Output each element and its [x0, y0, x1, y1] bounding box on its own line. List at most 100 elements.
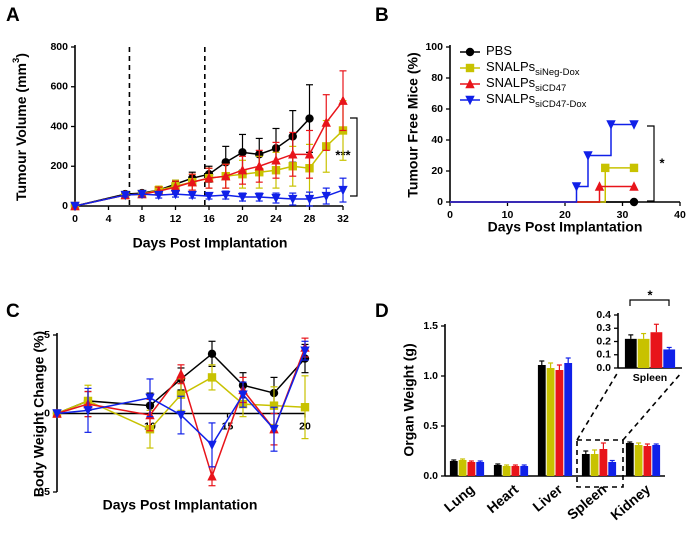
error-bar — [666, 346, 672, 350]
marker — [338, 95, 348, 105]
marker — [304, 194, 315, 205]
x-tick-label: 12 — [170, 213, 182, 225]
x-axis-label: Days Post Implantation — [488, 219, 643, 235]
error-bar — [477, 460, 483, 462]
x-tick-label: 20 — [237, 213, 249, 225]
marker — [629, 181, 639, 191]
marker — [321, 117, 331, 127]
error-bar — [539, 360, 545, 365]
bar — [663, 349, 676, 368]
marker — [300, 403, 310, 412]
marker — [254, 161, 264, 171]
y-axis-label: Organ Weight (g) — [401, 343, 417, 456]
error-bar — [451, 459, 457, 461]
marker — [70, 201, 80, 212]
y-tick-label: 20 — [431, 165, 443, 177]
bar — [511, 466, 520, 476]
error-bar — [653, 323, 659, 333]
marker — [465, 95, 475, 106]
error-bar — [512, 464, 518, 466]
bar — [608, 462, 617, 476]
x-tick-label: 24 — [270, 213, 282, 225]
significance: * — [647, 287, 653, 302]
legend-subscript: siCD47-Dox — [535, 99, 586, 110]
legend-subscript: siNeg-Dox — [535, 67, 580, 78]
series-line — [56, 350, 306, 447]
series-line — [450, 185, 634, 203]
bar — [652, 445, 661, 476]
marker — [465, 78, 475, 89]
marker — [288, 149, 298, 159]
panel-label: D — [375, 301, 389, 322]
marker — [583, 151, 593, 161]
x-tick-label: Heart — [484, 481, 522, 516]
bar — [520, 466, 529, 476]
y-axis-label: Body Weight Change (%) — [31, 331, 47, 497]
series-line — [450, 123, 634, 203]
y-tick-label: 1.0 — [423, 370, 438, 382]
marker — [207, 440, 217, 451]
x-tick-label: 0 — [72, 213, 78, 225]
marker — [594, 181, 605, 191]
y-tick-label: 80 — [431, 72, 443, 84]
error-bar — [565, 357, 571, 363]
marker — [52, 409, 62, 419]
bar — [590, 454, 599, 476]
marker — [271, 155, 281, 165]
marker — [300, 346, 310, 356]
y-tick-label: 0 — [44, 407, 50, 419]
marker — [221, 190, 231, 201]
marker — [571, 182, 582, 192]
marker — [321, 191, 331, 202]
marker — [207, 471, 217, 481]
marker — [120, 190, 130, 201]
bar — [449, 461, 458, 476]
x-tick-label: Liver — [529, 481, 565, 515]
bar — [502, 466, 511, 476]
bar — [546, 368, 555, 476]
y-tick-label: 400 — [50, 120, 68, 132]
y-tick-label: 0 — [62, 200, 68, 212]
marker — [204, 172, 214, 183]
x-axis-label: Days Post Implantation — [103, 497, 258, 513]
y-axis-label: Tumour Free Mice (%) — [405, 52, 421, 197]
error-bar — [600, 442, 606, 449]
marker — [176, 390, 186, 399]
marker — [187, 190, 197, 201]
marker — [606, 120, 616, 130]
bar — [643, 446, 652, 476]
legend-name: SNALPs — [486, 75, 536, 90]
error-bar — [609, 459, 615, 462]
y-tick-label: 0.0 — [596, 362, 611, 374]
legend-label: PBS — [486, 43, 512, 58]
y-tick-label: 100 — [425, 41, 443, 53]
legend-label: SNALPssiNeg-Dox — [486, 59, 580, 77]
bar — [637, 338, 650, 368]
marker — [269, 425, 279, 435]
x-tick-label: Lung — [441, 481, 477, 515]
zoom-line — [622, 371, 683, 441]
bar — [493, 465, 502, 476]
marker — [629, 197, 639, 207]
y-axis-label-end: ) — [13, 53, 29, 58]
marker — [237, 192, 248, 203]
y-tick-label: 0.1 — [596, 349, 611, 361]
error-bar — [521, 464, 527, 466]
marker — [207, 349, 217, 359]
x-tick-label: Spleen — [633, 372, 667, 384]
error-bar — [636, 442, 642, 445]
error-bar — [592, 449, 598, 454]
series-line — [56, 352, 306, 415]
zoom-line — [576, 371, 619, 441]
error-bar — [641, 332, 647, 339]
error-bar — [556, 364, 562, 370]
x-tick-label: 15 — [222, 420, 234, 432]
zoom-box — [576, 439, 624, 488]
y-tick-label: 800 — [50, 41, 68, 53]
panel-label: B — [375, 5, 389, 26]
x-tick-label: 4 — [106, 213, 112, 225]
marker — [170, 189, 181, 200]
marker — [601, 163, 610, 173]
